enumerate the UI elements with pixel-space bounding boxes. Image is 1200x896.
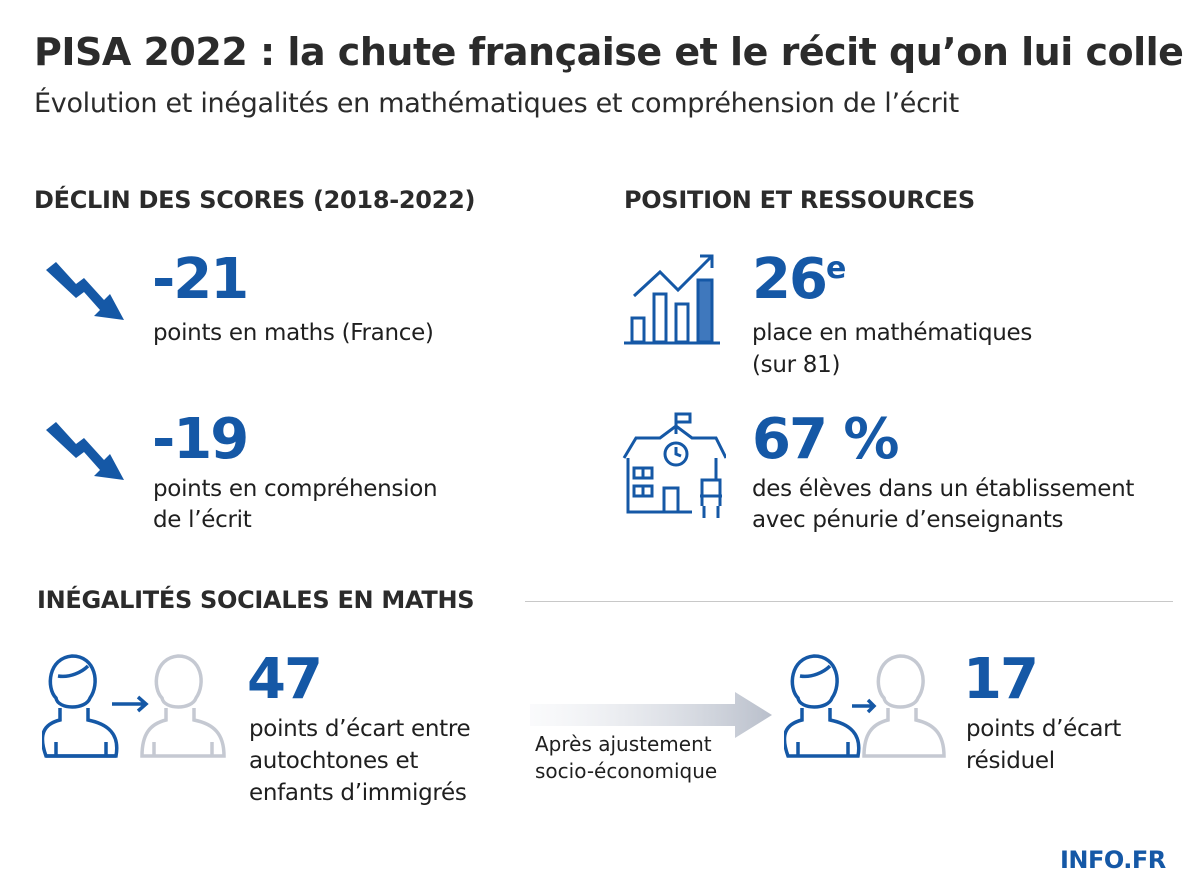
- school-building-icon: [622, 412, 726, 518]
- section-divider: [525, 601, 1173, 602]
- rank-value: 26e: [752, 252, 846, 308]
- two-people-icon: [784, 654, 946, 758]
- residual-value: 17: [963, 647, 1039, 712]
- adjustment-label-line1: Après ajustement: [535, 732, 712, 756]
- gap-label-line3: enfants d’immigrés: [249, 780, 467, 806]
- shortage-label-line2: avec pénurie d’enseignants: [752, 507, 1064, 533]
- gap-label-line2: autochtones et: [249, 748, 419, 774]
- bar-chart-growth-icon: [624, 254, 720, 345]
- rank-suffix: e: [825, 251, 847, 286]
- two-people-icon: [42, 654, 226, 758]
- residual-label-line2: résiduel: [966, 748, 1055, 774]
- gap-label-line1: points d’écart entre: [249, 716, 471, 742]
- trend-down-arrow-icon: [46, 262, 124, 320]
- page-title: PISA 2022 : la chute française et le réc…: [34, 30, 1184, 74]
- adjustment-label-line2: socio-économique: [535, 759, 718, 783]
- shortage-value: 67 %: [752, 407, 900, 472]
- gap-value: 47: [247, 647, 323, 712]
- shortage-label-line1: des élèves dans un établissement: [752, 476, 1135, 502]
- section-heading-position: POSITION ET RESSOURCES: [624, 186, 975, 214]
- brand-logo: INFO.FR: [1060, 846, 1166, 874]
- rank-number: 26: [752, 247, 828, 312]
- arrow-right-icon: [530, 692, 772, 738]
- section-heading-decline: DÉCLIN DES SCORES (2018-2022): [34, 186, 476, 214]
- math-decline-value: -21: [152, 247, 249, 312]
- rank-label-line2: (sur 81): [752, 352, 841, 378]
- reading-decline-value: -19: [152, 407, 249, 472]
- residual-label-line1: points d’écart: [966, 716, 1122, 742]
- reading-decline-label-line1: points en compréhension: [153, 476, 438, 502]
- section-heading-inequality: INÉGALITÉS SOCIALES EN MATHS: [37, 586, 475, 614]
- math-decline-label: points en maths (France): [153, 320, 434, 346]
- page-subtitle: Évolution et inégalités en mathématiques…: [34, 88, 959, 119]
- reading-decline-label-line2: de l’écrit: [153, 507, 252, 533]
- trend-down-arrow-icon: [46, 422, 124, 480]
- rank-label-line1: place en mathématiques: [752, 320, 1033, 346]
